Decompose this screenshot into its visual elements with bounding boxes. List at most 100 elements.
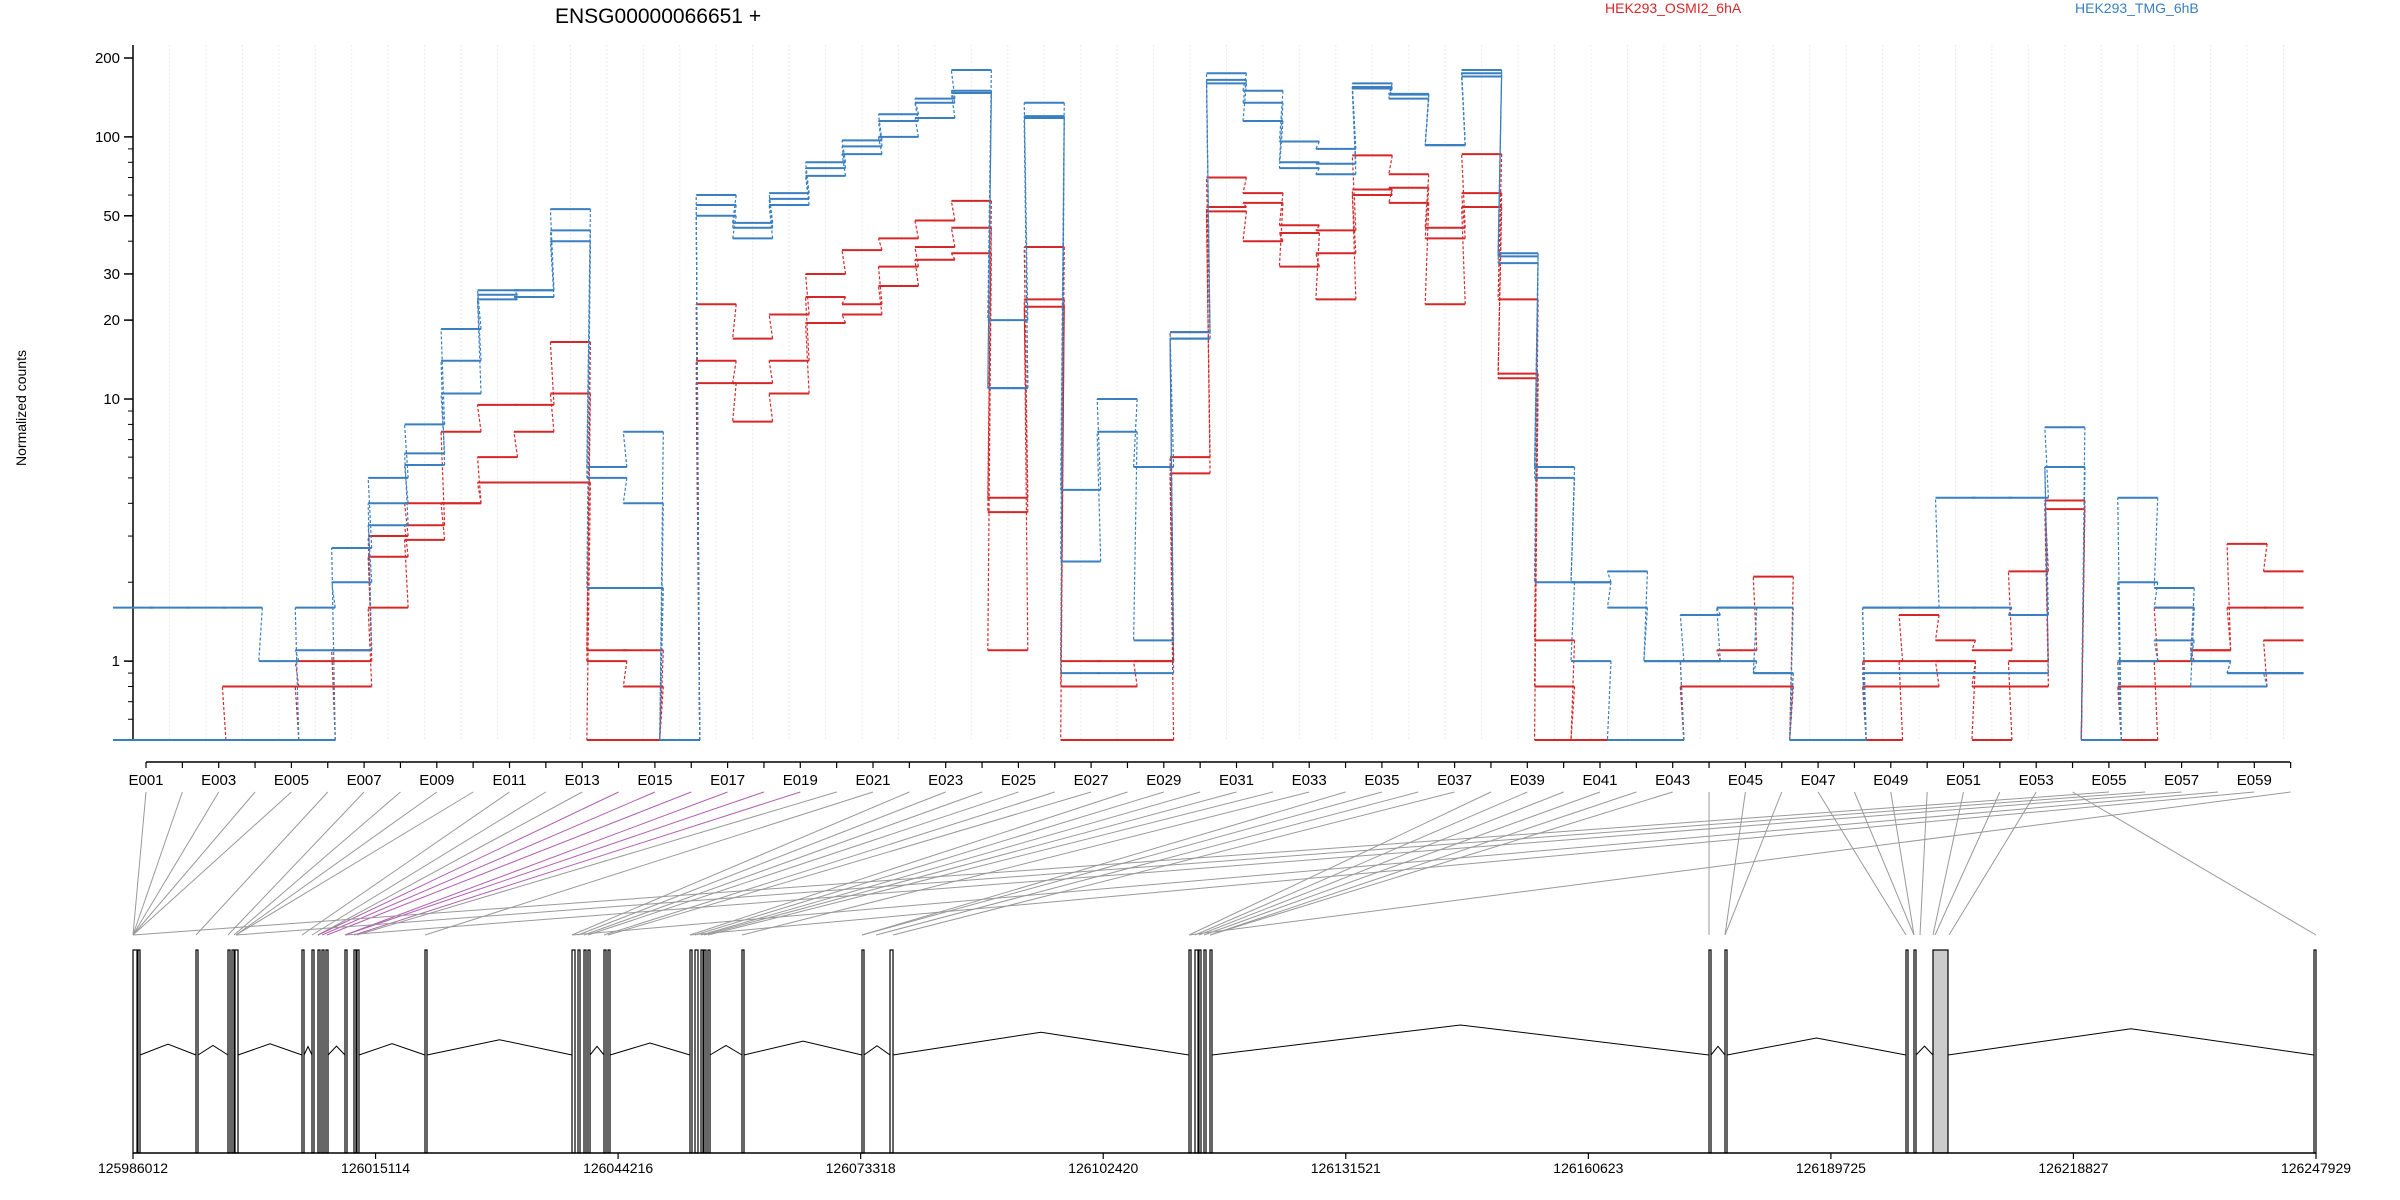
x-tick-label: E029	[1146, 772, 1181, 789]
data-connector	[1278, 232, 1284, 242]
exon	[1194, 949, 1199, 1154]
data-connector	[841, 153, 847, 176]
data-connector	[2190, 650, 2195, 662]
exon	[325, 949, 329, 1154]
data-connector	[2226, 543, 2232, 651]
data-connector	[1169, 338, 1175, 641]
data-connector	[476, 482, 482, 504]
data-connector	[1023, 247, 1029, 498]
data-connector	[877, 114, 883, 141]
exon-connector	[301, 791, 510, 936]
data-connector	[950, 90, 956, 103]
data-connector	[768, 204, 774, 239]
exon-connector	[1724, 791, 1783, 936]
x-tick-label: E047	[1801, 772, 1836, 789]
exon-connector	[603, 791, 1055, 936]
data-connector	[1388, 189, 1393, 204]
data-connector	[2226, 660, 2232, 674]
exon-connector	[235, 791, 474, 936]
y-axis-label: Normalized counts	[13, 350, 29, 466]
exon-connector	[875, 791, 1419, 936]
data-connector	[586, 209, 591, 468]
data-connector	[1278, 193, 1284, 226]
genomic-coordinate-label: 126044216	[583, 1160, 653, 1176]
data-connector	[1169, 457, 1175, 662]
data-connector	[1242, 211, 1248, 242]
data-connector	[2262, 672, 2268, 687]
exon-connector	[424, 791, 874, 936]
data-connector	[2117, 497, 2122, 741]
x-tick-label: E023	[928, 772, 963, 789]
genomic-coordinate-label: 126102420	[1068, 1160, 1138, 1176]
data-connector	[622, 661, 628, 687]
data-connector	[404, 424, 409, 478]
x-tick-label: E055	[2091, 772, 2126, 789]
data-connector	[1752, 607, 1758, 674]
data-connector	[1023, 116, 1029, 389]
data-connector	[732, 383, 737, 422]
exon	[132, 949, 138, 1154]
exon	[1932, 949, 1949, 1154]
data-connector	[513, 296, 518, 300]
data-connector	[877, 136, 883, 155]
exon	[694, 949, 699, 1154]
y-tick-label: 20	[103, 312, 120, 329]
genomic-coordinate-label: 126247929	[2281, 1160, 2351, 1176]
exon	[344, 949, 348, 1154]
data-connector	[1388, 86, 1393, 99]
genomic-coordinate-label: 126189725	[1796, 1160, 1866, 1176]
exon	[1913, 949, 1917, 1154]
data-connector	[987, 69, 992, 321]
data-connector	[549, 209, 555, 291]
data-connector	[768, 393, 774, 422]
data-connector	[987, 90, 992, 389]
exon	[571, 949, 576, 1154]
data-connector	[2117, 661, 2122, 741]
data-connector	[1388, 83, 1393, 95]
data-connector	[476, 290, 482, 330]
exon-connector	[317, 791, 619, 936]
intron	[863, 1045, 891, 1056]
data-connector	[1096, 431, 1102, 562]
genomic-coordinate-label: 126218827	[2038, 1160, 2108, 1176]
exon	[195, 949, 199, 1154]
y-tick-label: 200	[95, 50, 120, 67]
intron	[1211, 1024, 1710, 1056]
data-connector	[732, 204, 737, 228]
data-connector	[2153, 661, 2159, 741]
exon	[1203, 949, 1207, 1154]
data-connector	[1971, 661, 1977, 741]
data-connector	[1716, 607, 1721, 662]
data-connector	[1133, 431, 1138, 641]
exon-connector	[344, 791, 2182, 936]
y-tick-label: 30	[103, 266, 120, 283]
exon	[356, 949, 360, 1154]
data-connector	[2080, 427, 2086, 741]
x-tick-label: E015	[637, 772, 672, 789]
exon	[603, 949, 607, 1154]
data-connector	[841, 314, 847, 324]
data-connector	[1898, 661, 1904, 741]
data-connector	[1533, 253, 1539, 468]
y-tick-label: 100	[95, 129, 120, 146]
exon-connector	[571, 791, 2218, 936]
data-connector	[1606, 571, 1612, 583]
data-connector	[1278, 202, 1284, 267]
exon	[741, 949, 745, 1154]
data-connector	[1351, 155, 1357, 231]
data-connector	[476, 404, 482, 432]
intron	[327, 1045, 346, 1056]
data-connector	[586, 341, 591, 651]
x-tick-label: E045	[1728, 772, 1763, 789]
exon-connector	[326, 791, 692, 936]
data-connector	[1315, 253, 1320, 267]
data-connector	[1461, 69, 1466, 146]
data-connector	[987, 93, 992, 389]
x-tick-label: E053	[2019, 772, 2054, 789]
data-connector	[331, 548, 336, 741]
data-connector	[440, 503, 446, 540]
data-connector	[1679, 661, 1685, 741]
exon-connector	[2072, 791, 2317, 936]
data-connector	[1461, 207, 1466, 305]
y-tick-label: 1	[112, 653, 120, 670]
